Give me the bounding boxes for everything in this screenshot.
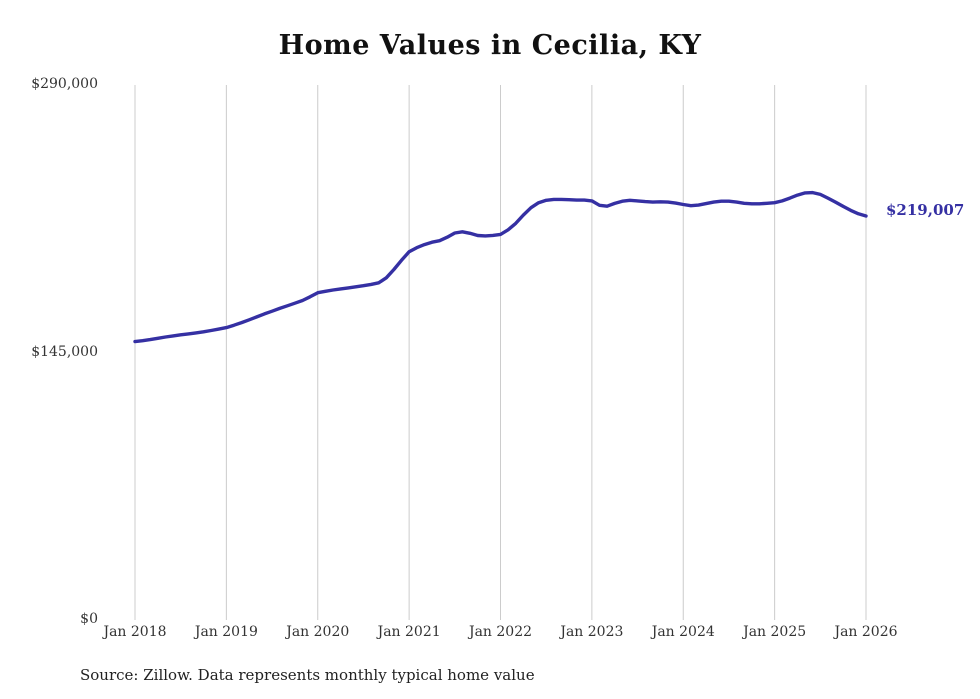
x-tick-label: Jan 2020 xyxy=(286,624,350,640)
chart-title: Home Values in Cecilia, KY xyxy=(278,30,702,61)
x-tick-label: Jan 2024 xyxy=(651,624,715,640)
x-tick-label: Jan 2022 xyxy=(468,624,533,640)
x-tick-label: Jan 2019 xyxy=(194,624,258,640)
latest-value-label: $219,007 xyxy=(886,201,965,219)
x-tick-label: Jan 2021 xyxy=(377,624,441,640)
x-tick-label: Jan 2025 xyxy=(743,624,807,640)
x-tick-label: Jan 2018 xyxy=(103,624,167,640)
source-note: Source: Zillow. Data represents monthly … xyxy=(80,666,535,684)
y-tick-label: $0 xyxy=(80,611,98,627)
home-value-line xyxy=(133,190,868,344)
x-tick-label: Jan 2023 xyxy=(560,624,624,640)
x-tick-label: Jan 2026 xyxy=(834,624,898,640)
y-tick-label: $290,000 xyxy=(31,76,98,92)
y-tick-label: $145,000 xyxy=(31,343,98,360)
